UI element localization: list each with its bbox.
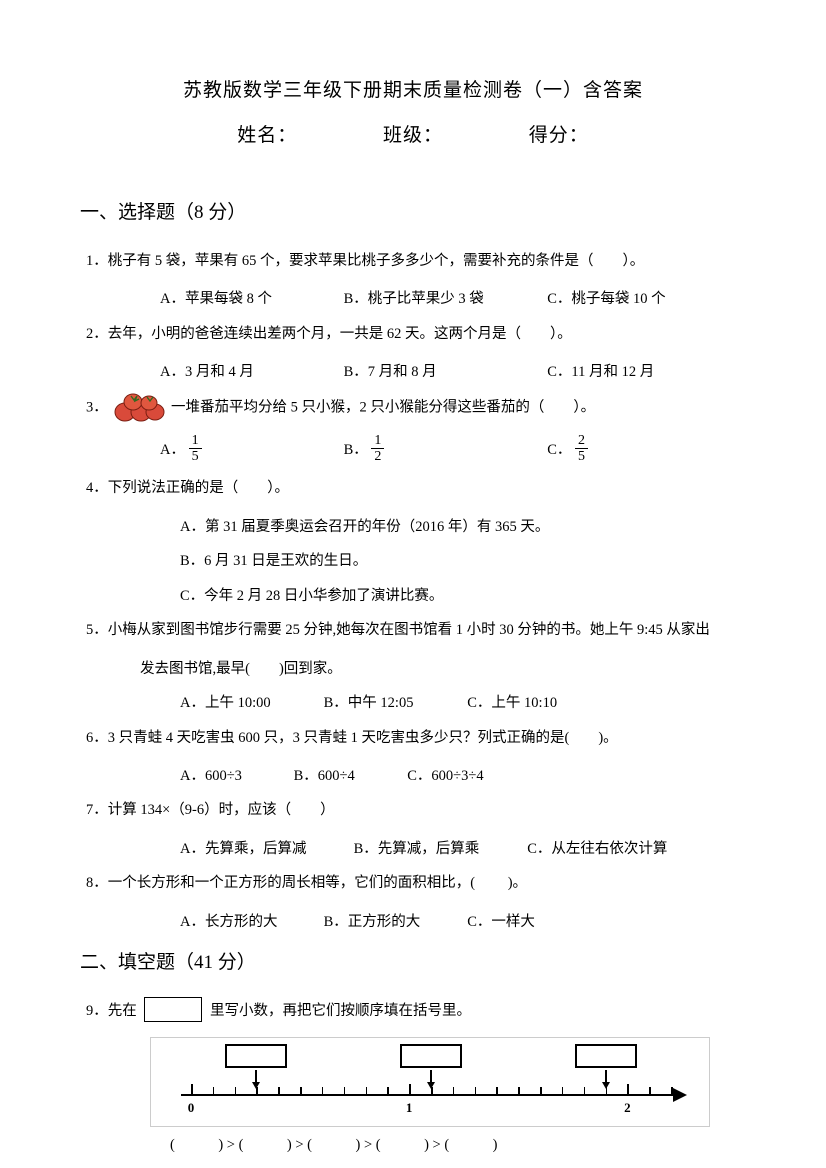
question-7: 7．计算 134×（9-6）时，应该（ ） xyxy=(80,795,746,825)
numberline-tick xyxy=(584,1087,586,1095)
q5-opt-c: C．上午 10:10 xyxy=(467,688,557,718)
numberline-tick xyxy=(235,1087,237,1095)
numberline-tick xyxy=(278,1087,280,1095)
numberline-tick xyxy=(518,1087,520,1095)
q7-opt-b: B．先算减，后算乘 xyxy=(354,834,524,864)
info-line: 姓名： 班级： 得分： xyxy=(80,120,746,147)
numberline-tick xyxy=(627,1084,629,1095)
question-2-options: A．3 月和 4 月 B．7 月和 8 月 C．11 月和 12 月 xyxy=(80,357,746,387)
numberline-box-arrowhead-icon xyxy=(602,1082,610,1089)
numberline-label: 1 xyxy=(406,1100,413,1116)
q3-opt-a: A． 15 xyxy=(160,432,340,470)
numberline-tick xyxy=(475,1087,477,1095)
q9-suffix: 里写小数，再把它们按顺序填在括号里。 xyxy=(210,1003,471,1019)
q7-opt-c: C．从左往右依次计算 xyxy=(527,834,667,864)
q3-c-den: 5 xyxy=(575,449,588,464)
numberline-input-box xyxy=(400,1044,462,1068)
q3-b-label: B． xyxy=(344,442,368,458)
page-title: 苏教版数学三年级下册期末质量检测卷（一）含答案 xyxy=(80,75,746,102)
q5-opt-a: A．上午 10:00 xyxy=(180,688,320,718)
question-7-options: A．先算乘，后算减 B．先算减，后算乘 C．从左往右依次计算 xyxy=(80,834,746,864)
name-label: 姓名： xyxy=(237,125,297,146)
q2-opt-a: A．3 月和 4 月 xyxy=(160,357,340,387)
q6-opt-c: C．600÷3÷4 xyxy=(407,761,483,791)
numberline-tick xyxy=(562,1087,564,1095)
numberline-box-arrowhead-icon xyxy=(252,1082,260,1089)
numberline-box-arrowhead-icon xyxy=(427,1082,435,1089)
q4-opt-b: B．6 月 31 日是王欢的生日。 xyxy=(80,546,746,576)
numberline-tick xyxy=(387,1087,389,1095)
question-6: 6．3 只青蛙 4 天吃害虫 600 只，3 只青蛙 1 天吃害虫多少只？列式正… xyxy=(80,723,746,753)
numberline-input-box xyxy=(575,1044,637,1068)
numberline-arrow-icon xyxy=(673,1088,687,1102)
question-1-options: A．苹果每袋 8 个 B．桃子比苹果少 3 袋 C．桃子每袋 10 个 xyxy=(80,284,746,314)
q3-text: 一堆番茄平均分给 5 只小猴，2 只小猴能分得这些番茄的（ ）。 xyxy=(171,399,595,415)
class-label: 班级： xyxy=(383,125,443,146)
question-9: 9．先在 里写小数，再把它们按顺序填在括号里。 xyxy=(80,996,746,1026)
q3-prefix: 3． xyxy=(86,399,108,415)
numberline-tick xyxy=(300,1087,302,1095)
section-1-heading: 一、选择题（8 分） xyxy=(80,197,746,224)
question-2: 2．去年，小明的爸爸连续出差两个月，一共是 62 天。这两个月是（ ）。 xyxy=(80,319,746,349)
q4-opt-c: C．今年 2 月 28 日小华参加了演讲比赛。 xyxy=(80,581,746,611)
score-label: 得分： xyxy=(529,125,589,146)
numberline-tick xyxy=(453,1087,455,1095)
q1-opt-a: A．苹果每袋 8 个 xyxy=(160,284,340,314)
question-8: 8．一个长方形和一个正方形的周长相等，它们的面积相比，( )。 xyxy=(80,868,746,898)
numberline-tick xyxy=(496,1087,498,1095)
numberline-tick xyxy=(649,1087,651,1095)
question-1: 1．桃子有 5 袋，苹果有 65 个，要求苹果比桃子多多少个，需要补充的条件是（… xyxy=(80,246,746,276)
numberline-tick xyxy=(322,1087,324,1095)
q3-a-den: 5 xyxy=(189,449,202,464)
q9-box-inline xyxy=(144,997,202,1022)
q8-opt-a: A．长方形的大 xyxy=(180,907,320,937)
q6-opt-b: B．600÷4 xyxy=(294,761,404,791)
q9-prefix: 9．先在 xyxy=(86,1003,137,1019)
question-8-options: A．长方形的大 B．正方形的大 C．一样大 xyxy=(80,907,746,937)
section-2-heading: 二、填空题（41 分） xyxy=(80,947,746,974)
q6-opt-a: A．600÷3 xyxy=(180,761,290,791)
number-line-figure: 0 1 2 xyxy=(150,1037,710,1127)
question-3-options: A． 15 B． 12 C． 25 xyxy=(80,432,746,470)
q3-a-num: 1 xyxy=(189,433,202,449)
numberline-tick xyxy=(671,1087,673,1095)
numberline-input-box xyxy=(225,1044,287,1068)
question-4: 4．下列说法正确的是（ ）。 xyxy=(80,473,746,503)
q9-answer-line: ( ) > ( ) > ( ) > ( ) > ( ) xyxy=(80,1133,746,1154)
q1-opt-c: C．桃子每袋 10 个 xyxy=(547,284,665,314)
numberline-tick xyxy=(344,1087,346,1095)
q8-opt-c: C．一样大 xyxy=(467,907,535,937)
q2-opt-c: C．11 月和 12 月 xyxy=(547,357,654,387)
question-5-line2: 发去图书馆,最早( )回到家。 xyxy=(80,654,746,684)
numberline-tick xyxy=(409,1084,411,1095)
question-5-options: A．上午 10:00 B．中午 12:05 C．上午 10:10 xyxy=(80,688,746,718)
q3-opt-c: C． 25 xyxy=(547,432,588,470)
q3-opt-b: B． 12 xyxy=(344,432,544,470)
numberline-tick xyxy=(540,1087,542,1095)
numberline-tick xyxy=(366,1087,368,1095)
q2-opt-b: B．7 月和 8 月 xyxy=(344,357,544,387)
question-3: 3． 一堆番茄平均分给 5 只小猴，2 只小猴能分得这些番茄的（ ）。 xyxy=(80,392,746,424)
q3-a-label: A． xyxy=(160,442,185,458)
q5-opt-b: B．中午 12:05 xyxy=(324,688,464,718)
q1-opt-b: B．桃子比苹果少 3 袋 xyxy=(344,284,544,314)
numberline-tick xyxy=(191,1084,193,1095)
q8-opt-b: B．正方形的大 xyxy=(324,907,464,937)
q3-c-label: C． xyxy=(547,442,571,458)
numberline-label: 0 xyxy=(188,1100,195,1116)
question-6-options: A．600÷3 B．600÷4 C．600÷3÷4 xyxy=(80,761,746,791)
numberline-tick xyxy=(213,1087,215,1095)
question-5-line1: 5．小梅从家到图书馆步行需要 25 分钟,她每次在图书馆看 1 小时 30 分钟… xyxy=(80,615,746,645)
q7-opt-a: A．先算乘，后算减 xyxy=(180,834,350,864)
q4-opt-a: A．第 31 届夏季奥运会召开的年份（2016 年）有 365 天。 xyxy=(80,512,746,542)
numberline-label: 2 xyxy=(624,1100,631,1116)
q3-b-den: 2 xyxy=(371,449,384,464)
q3-b-num: 1 xyxy=(371,433,384,449)
q3-c-num: 2 xyxy=(575,433,588,449)
tomato-icon xyxy=(111,390,167,422)
